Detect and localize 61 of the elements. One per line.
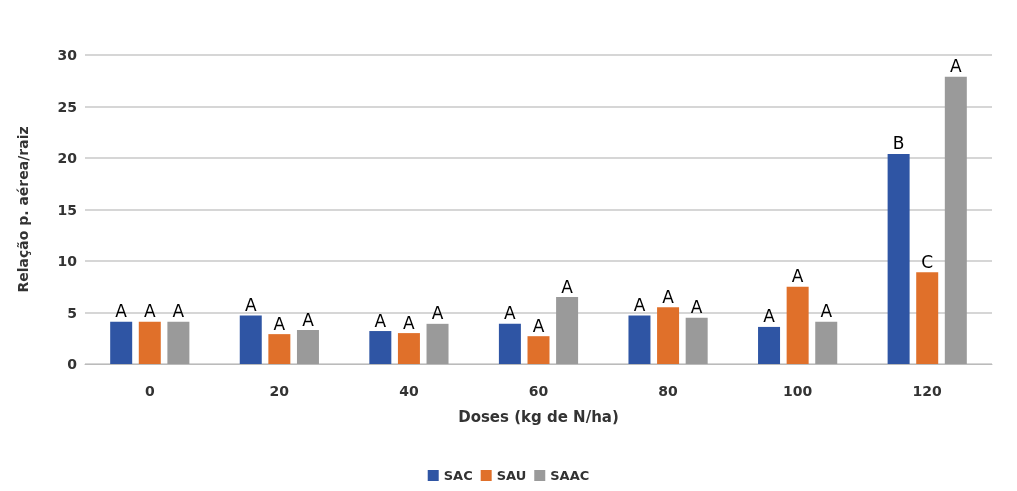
data-label: A [690, 297, 703, 318]
bar [527, 336, 550, 364]
bar [758, 326, 781, 364]
x-tick-label: 0 [144, 383, 155, 399]
bar [815, 321, 838, 364]
data-label: A [273, 313, 286, 334]
x-tick-label: 60 [528, 383, 549, 399]
legend-label: SAC [443, 468, 473, 483]
bar [239, 315, 262, 364]
data-label: A [633, 295, 646, 316]
bar [657, 307, 680, 364]
bar [296, 330, 319, 364]
legend-label: SAU [496, 468, 527, 483]
data-label: A [374, 310, 387, 331]
legend-label: SAAC [550, 468, 590, 483]
data-label: A [763, 306, 776, 327]
x-axis-title: Doses (kg de N/ha) [458, 407, 619, 426]
data-label: A [172, 301, 185, 322]
x-tick-label: 40 [399, 383, 419, 399]
y-axis-title: Relação p. aérea/raiz [15, 126, 31, 293]
data-label: A [403, 312, 416, 333]
data-label: A [791, 266, 804, 287]
bar [944, 76, 967, 364]
bar [167, 321, 190, 364]
bar [685, 317, 708, 364]
bar [556, 297, 579, 364]
data-label: A [143, 301, 156, 322]
data-label: A [244, 295, 257, 316]
data-label: A [431, 303, 444, 324]
data-label: A [662, 286, 675, 307]
data-label: A [115, 301, 128, 322]
bar [628, 315, 651, 364]
data-label: A [532, 315, 545, 336]
data-label: A [820, 301, 833, 322]
y-tick-label: 15 [57, 201, 77, 218]
data-label: A [504, 303, 517, 324]
data-label: B [892, 133, 905, 154]
data-label: A [949, 56, 962, 77]
bar [397, 333, 420, 364]
x-tick-label: 80 [658, 383, 679, 399]
bar [426, 323, 449, 364]
y-tick-label: 20 [57, 150, 78, 166]
bar [369, 331, 392, 364]
data-label: A [561, 276, 574, 297]
bar [916, 272, 939, 364]
y-tick-label: 30 [57, 47, 78, 63]
data-label: C [921, 251, 934, 272]
x-tick-label: 100 [783, 383, 813, 399]
y-tick-label: 10 [57, 253, 78, 269]
x-tick-label: 120 [912, 383, 943, 399]
bar [138, 321, 161, 364]
bar [786, 286, 809, 364]
data-label: A [302, 309, 315, 330]
y-tick-label: 0 [67, 356, 78, 372]
y-tick-label: 5 [67, 304, 77, 321]
bar [268, 334, 291, 364]
y-tick-label: 25 [57, 98, 77, 115]
bar [498, 323, 521, 364]
bar [110, 321, 133, 364]
bar [887, 153, 910, 364]
x-tick-label: 20 [269, 383, 290, 399]
